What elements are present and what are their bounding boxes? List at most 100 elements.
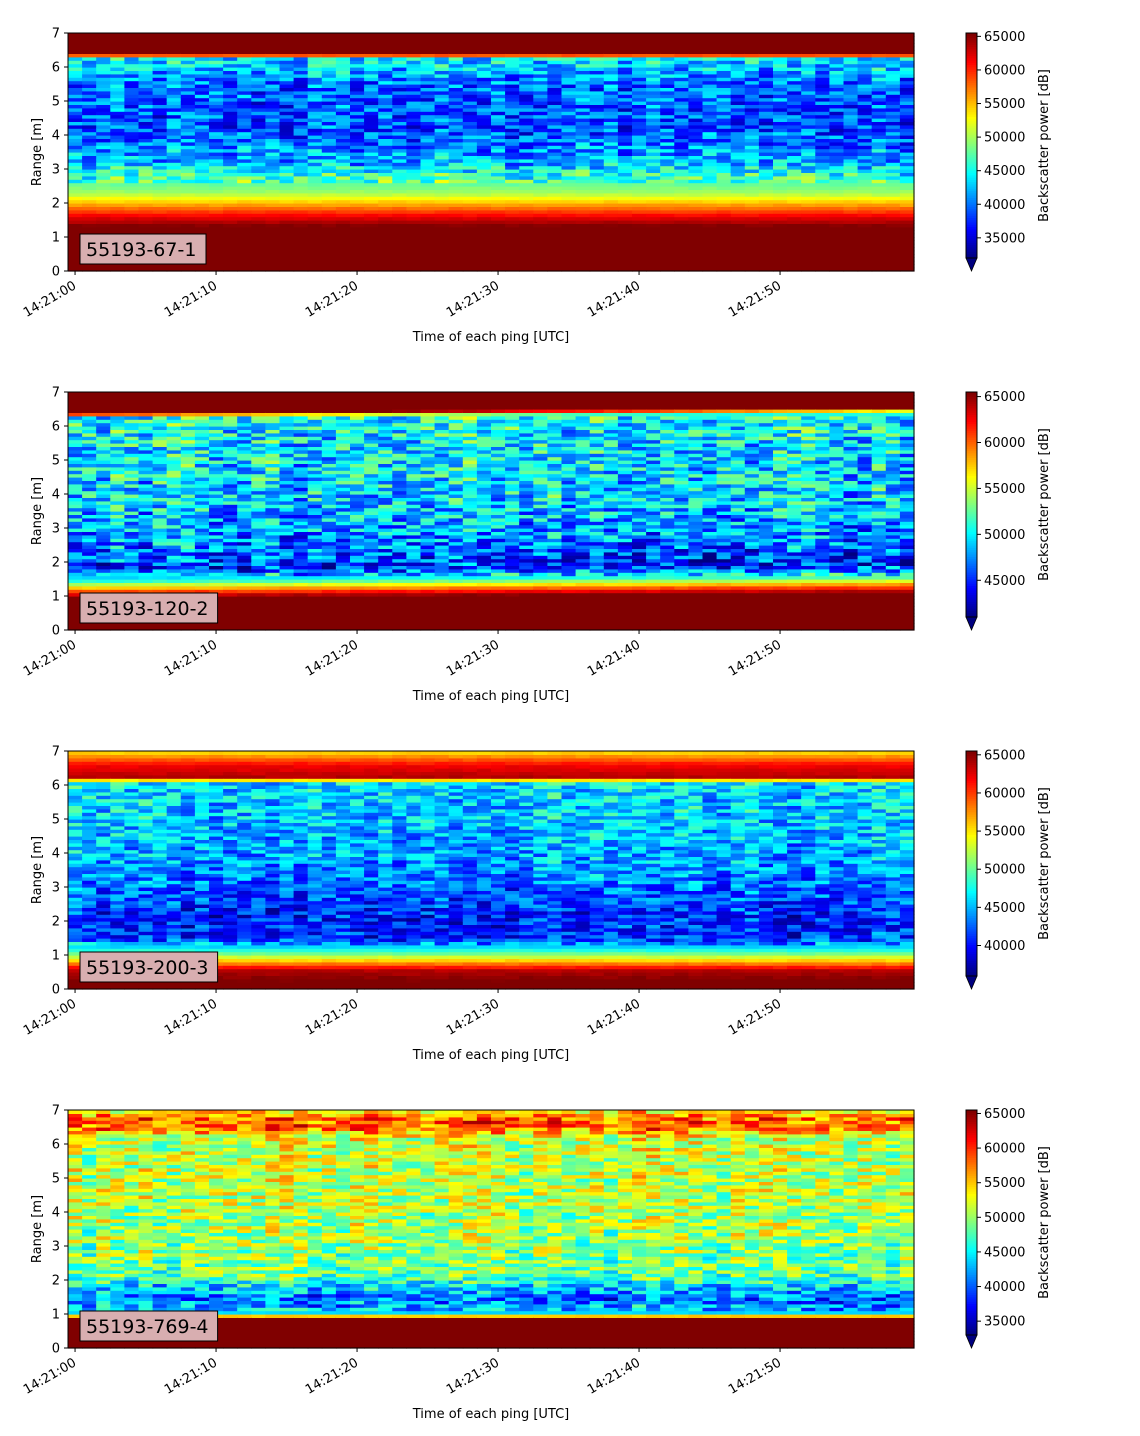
heatmap-cell — [674, 43, 689, 48]
heatmap-cell — [82, 568, 97, 573]
heatmap-cell — [448, 230, 464, 235]
heatmap-cell — [307, 243, 323, 248]
heatmap-cell — [885, 97, 901, 102]
heatmap-cell — [702, 230, 718, 235]
heatmap-cell — [491, 121, 506, 126]
heatmap-cell — [209, 70, 224, 75]
heatmap-cell — [378, 97, 393, 102]
heatmap-cell — [180, 398, 196, 403]
heatmap-cell — [519, 138, 534, 143]
heatmap-cell — [448, 60, 464, 65]
heatmap-cell — [265, 213, 281, 218]
heatmap-cell — [787, 107, 802, 112]
heatmap-cell — [744, 128, 760, 133]
heatmap-cell — [392, 257, 407, 262]
heatmap-cell — [519, 247, 534, 252]
heatmap-cell — [96, 94, 111, 99]
heatmap-cell — [646, 46, 661, 51]
heatmap-cell — [829, 260, 845, 265]
heatmap-cell — [561, 264, 577, 269]
heatmap-cell — [462, 213, 478, 218]
heatmap-cell — [82, 223, 97, 228]
heatmap-cell — [194, 186, 210, 190]
heatmap-cell — [180, 551, 196, 556]
heatmap-cell — [575, 90, 591, 95]
heatmap-cell — [152, 558, 168, 563]
heatmap-cell — [364, 254, 379, 258]
heatmap-cell — [716, 67, 732, 71]
heatmap-cell — [420, 94, 436, 99]
heatmap-cell — [815, 233, 830, 238]
heatmap-cell — [96, 80, 111, 85]
heatmap-cell — [152, 402, 168, 407]
heatmap-cell — [476, 155, 492, 160]
heatmap-cell — [519, 196, 534, 201]
heatmap-cell — [166, 623, 182, 628]
heatmap-cell — [166, 487, 182, 492]
heatmap-cell — [166, 541, 182, 546]
heatmap-cell — [110, 162, 125, 167]
heatmap-cell — [857, 254, 873, 258]
heatmap-cell — [632, 196, 647, 201]
heatmap-cell — [476, 260, 492, 265]
heatmap-cell — [646, 104, 661, 109]
heatmap-cell — [476, 162, 492, 167]
heatmap-cell — [237, 182, 252, 187]
heatmap-cell — [491, 138, 506, 143]
heatmap-cell — [110, 514, 125, 519]
heatmap-cell — [632, 250, 647, 255]
heatmap-cell — [209, 118, 224, 122]
heatmap-cell — [293, 80, 309, 85]
heatmap-cell — [730, 73, 746, 78]
heatmap-cell — [406, 39, 422, 44]
heatmap-cell — [265, 94, 281, 99]
heatmap-cell — [279, 179, 295, 184]
heatmap-cell — [575, 158, 591, 163]
heatmap-cell — [392, 87, 407, 92]
heatmap-cell — [420, 73, 436, 78]
heatmap-cell — [476, 223, 492, 228]
heatmap-cell — [730, 158, 746, 163]
heatmap-cell — [646, 209, 661, 214]
heatmap-cell — [899, 141, 915, 146]
heatmap-cell — [223, 104, 238, 109]
heatmap-cell — [124, 589, 140, 594]
heatmap-cell — [293, 162, 309, 167]
heatmap-cell — [321, 237, 337, 241]
heatmap-cell — [716, 111, 732, 116]
heatmap-cell — [265, 230, 281, 235]
heatmap-cell — [646, 67, 661, 71]
heatmap-cell — [617, 128, 633, 133]
heatmap-cell — [378, 186, 393, 190]
heatmap-cell — [82, 545, 97, 549]
heatmap-cell — [646, 240, 661, 245]
heatmap-cell — [265, 77, 281, 82]
heatmap-cell — [265, 141, 281, 146]
heatmap-cell — [335, 39, 351, 44]
heatmap-cell — [110, 511, 125, 515]
heatmap — [68, 33, 915, 272]
heatmap-cell — [646, 124, 661, 129]
heatmap-cell — [773, 70, 788, 75]
colorbar-step — [966, 51, 977, 54]
heatmap-cell — [801, 114, 816, 119]
heatmap-cell — [547, 39, 563, 44]
heatmap-cell — [899, 145, 915, 150]
heatmap-cell — [166, 186, 182, 190]
heatmap-cell — [857, 243, 873, 248]
heatmap-cell — [110, 436, 125, 441]
heatmap-cell — [321, 260, 337, 265]
colorbar-step — [966, 82, 977, 86]
heatmap-cell — [307, 216, 323, 221]
heatmap-cell — [730, 118, 746, 122]
heatmap-cell — [138, 534, 154, 539]
heatmap-cell — [152, 511, 168, 515]
heatmap-cell — [152, 582, 168, 587]
heatmap-cell — [180, 409, 196, 413]
heatmap-cell — [702, 155, 718, 160]
heatmap-cell — [180, 80, 196, 85]
heatmap-cell — [96, 395, 111, 400]
heatmap-cell — [335, 240, 351, 245]
heatmap-cell — [364, 237, 379, 241]
heatmap-cell — [448, 172, 464, 177]
